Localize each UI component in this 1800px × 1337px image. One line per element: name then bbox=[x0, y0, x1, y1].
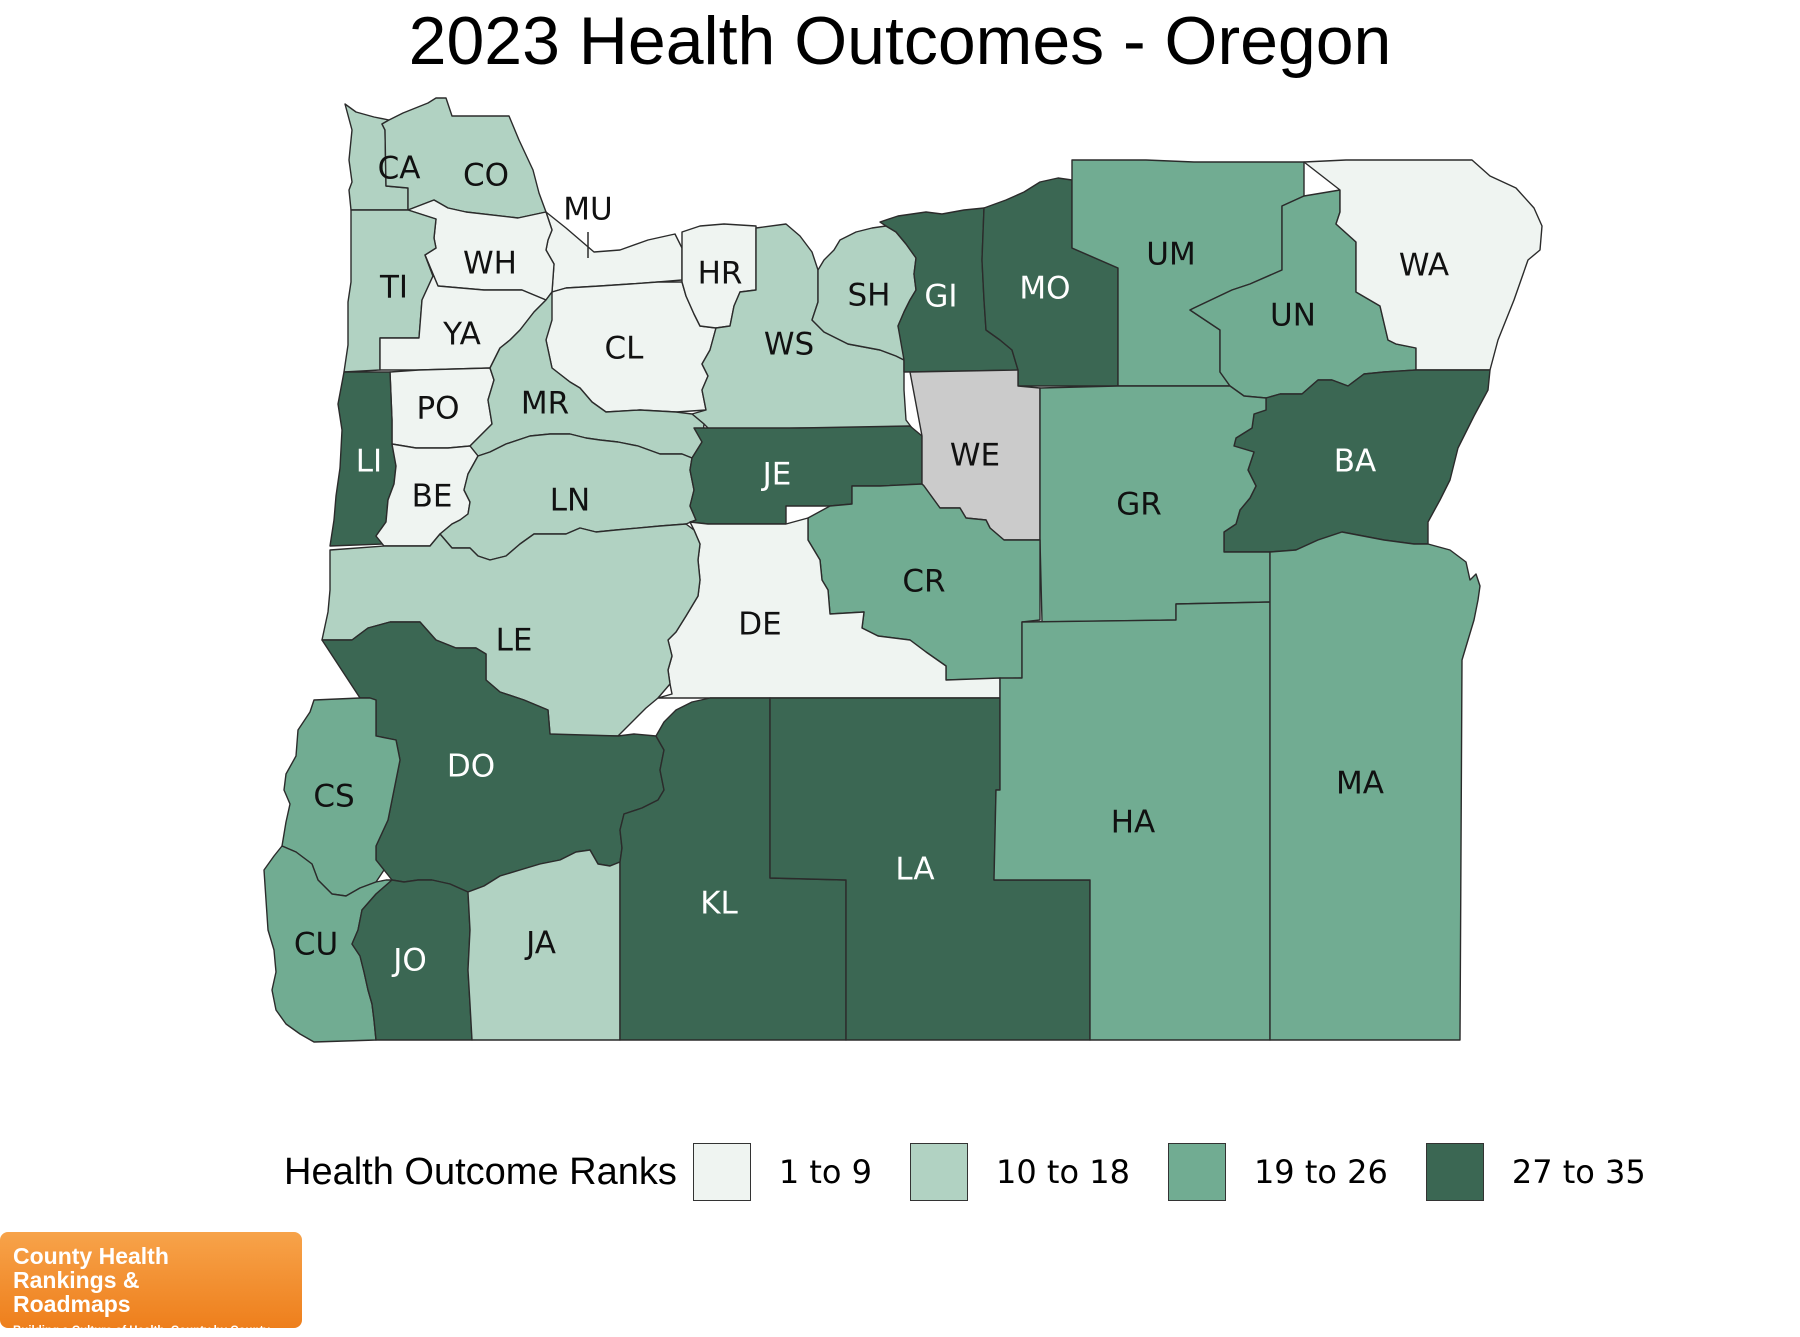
county-label-we: WE bbox=[950, 438, 1000, 474]
legend-swatch-1 bbox=[692, 1143, 751, 1201]
county-ja[interactable] bbox=[467, 849, 621, 1041]
county-layer bbox=[263, 97, 1543, 1043]
county-label-jo: JO bbox=[391, 943, 427, 979]
county-label-ba: BA bbox=[1334, 444, 1376, 480]
county-label-mu: MU bbox=[563, 192, 612, 228]
county-health-rankings-logo: County Health Rankings & Roadmaps Buildi… bbox=[0, 1232, 302, 1337]
county-label-ja: JA bbox=[524, 926, 556, 962]
county-jo[interactable] bbox=[351, 879, 473, 1041]
county-label-je: JE bbox=[761, 457, 792, 493]
county-label-be: BE bbox=[412, 479, 453, 515]
legend-label-3: 19 to 26 bbox=[1253, 1153, 1388, 1191]
county-label-po: PO bbox=[416, 391, 459, 427]
county-label-la: LA bbox=[895, 852, 934, 888]
logo-tagline: Building a Culture of Health, County by … bbox=[13, 1325, 270, 1337]
county-label-mo: MO bbox=[1019, 271, 1070, 307]
county-label-ws: WS bbox=[764, 327, 814, 363]
legend-swatch-3 bbox=[1167, 1143, 1226, 1201]
county-label-cr: CR bbox=[902, 564, 945, 600]
county-label-hr: HR bbox=[698, 256, 743, 292]
county-label-ti: TI bbox=[379, 270, 408, 306]
county-label-kl: KL bbox=[700, 886, 738, 922]
county-label-cl: CL bbox=[605, 331, 645, 367]
county-label-ma: MA bbox=[1336, 766, 1384, 802]
legend-label-2: 10 to 18 bbox=[996, 1153, 1130, 1191]
county-label-layer: CA CO MU WH TI YA CL HR WS SH GI MO UM UN WA PO MR LI BE LN… bbox=[294, 151, 1449, 979]
legend-swatch-4 bbox=[1425, 1143, 1484, 1201]
county-label-um: UM bbox=[1146, 237, 1195, 273]
county-label-cu: CU bbox=[294, 927, 338, 963]
county-label-ya: YA bbox=[442, 317, 481, 353]
county-label-li: LI bbox=[356, 444, 382, 480]
county-label-ca: CA bbox=[378, 151, 421, 187]
county-label-co: CO bbox=[463, 158, 509, 194]
legend-title: Health Outcome Ranks bbox=[284, 1150, 677, 1193]
county-label-cs: CS bbox=[313, 779, 354, 815]
county-label-ha: HA bbox=[1111, 805, 1156, 841]
map-title: 2023 Health Outcomes - Oregon bbox=[408, 3, 1392, 79]
county-label-ln: LN bbox=[550, 483, 590, 519]
legend-swatch-2 bbox=[910, 1143, 969, 1201]
county-label-gi: GI bbox=[924, 279, 957, 315]
county-ha[interactable] bbox=[993, 601, 1271, 1041]
logo-name: County Health Rankings & Roadmaps bbox=[13, 1243, 169, 1317]
legend-label-1: 1 to 9 bbox=[778, 1153, 873, 1191]
county-label-sh: SH bbox=[848, 278, 891, 314]
county-label-do: DO bbox=[447, 749, 495, 785]
legend: Health Outcome Ranks 1 to 9 10 to 18 19 … bbox=[284, 1140, 1684, 1204]
county-label-le: LE bbox=[496, 623, 533, 659]
county-label-de: DE bbox=[738, 607, 781, 643]
county-label-wa: WA bbox=[1399, 248, 1449, 284]
county-label-mr: MR bbox=[521, 386, 569, 422]
county-label-un: UN bbox=[1270, 298, 1316, 334]
county-label-wh: WH bbox=[463, 246, 517, 282]
legend-label-4: 27 to 35 bbox=[1511, 1153, 1646, 1191]
county-label-gr: GR bbox=[1116, 487, 1162, 523]
county-ma[interactable] bbox=[1269, 531, 1481, 1041]
